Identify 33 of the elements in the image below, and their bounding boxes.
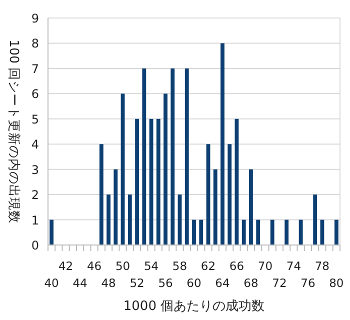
xtick: 64 (215, 276, 230, 290)
xtick: 42 (58, 259, 74, 273)
xlabel: 1000 個あたりの成功数 (123, 299, 265, 314)
ytick: 4 (31, 138, 39, 152)
xtick: 48 (101, 276, 116, 290)
xtick: 62 (200, 259, 216, 273)
xtick: 74 (286, 259, 302, 273)
xtick: 44 (72, 276, 88, 290)
ylabel: 100 回シート更新の内の出現数 (7, 40, 22, 224)
xtick: 52 (130, 276, 144, 290)
xtick: 80 (329, 276, 344, 290)
ytick: 0 (31, 238, 39, 252)
xtick: 66 (229, 259, 244, 273)
xtick: 58 (172, 259, 188, 273)
xtick: 78 (314, 259, 330, 273)
xtick: 50 (115, 259, 130, 273)
ytick: 2 (31, 188, 39, 202)
xtick: 54 (144, 259, 159, 273)
xtick: 40 (44, 276, 59, 290)
xtick: 46 (86, 259, 102, 273)
ytick: 7 (31, 62, 39, 76)
xtick: 70 (258, 259, 273, 273)
xtick: 72 (272, 276, 287, 290)
xtick: 56 (158, 276, 173, 290)
ytick: 6 (31, 87, 39, 102)
ytick: 9 (31, 12, 39, 26)
ytick: 8 (31, 36, 39, 51)
ytick: 3 (31, 162, 39, 177)
xtick: 68 (244, 276, 258, 290)
xtick: 60 (186, 276, 202, 290)
ytick: 1 (31, 213, 39, 228)
ytick: 5 (31, 112, 39, 126)
xtick: 76 (300, 276, 316, 290)
